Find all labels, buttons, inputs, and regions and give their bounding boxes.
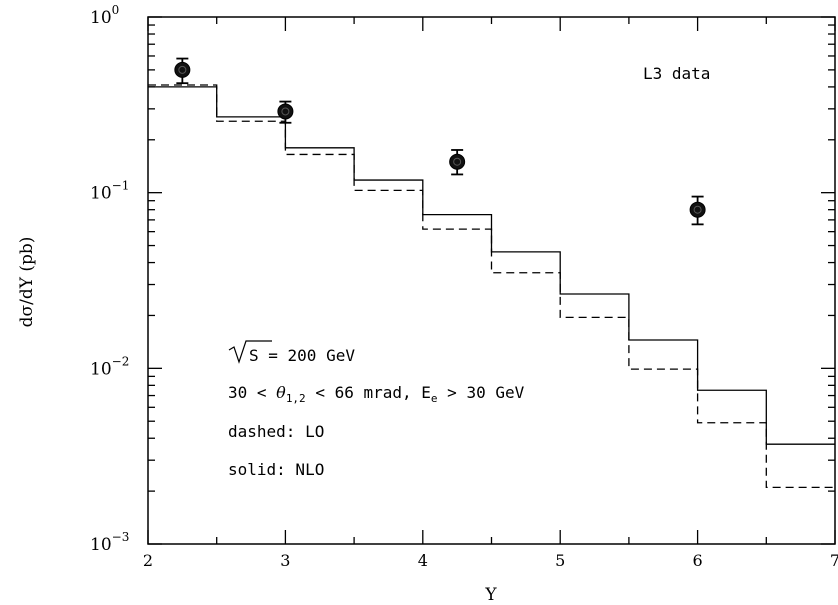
x-tick-label: 6 [693, 551, 703, 570]
energy-text: = 200 GeV [259, 346, 356, 365]
data-point-inner [281, 107, 290, 116]
y-tick-exponent: −1 [112, 179, 130, 193]
theta-symbol: θ [276, 383, 286, 402]
y-tick-label: 100 [90, 3, 119, 28]
x-tick-labels: 2 3 4 5 6 7 [143, 551, 838, 570]
x-tick-label: 2 [143, 551, 153, 570]
y-tick-base: 10 [90, 359, 112, 379]
y-tick-base: 10 [90, 8, 112, 28]
y-tick-label: 10−1 [90, 179, 129, 204]
cuts-b: < 66 mrad, E [306, 383, 431, 402]
sqrt-symbol [228, 340, 272, 364]
data-point [449, 153, 466, 170]
annotation-dashed: dashed: LO [228, 422, 324, 441]
y-tick-exponent: −2 [112, 354, 130, 368]
y-tick-base: 10 [90, 535, 112, 555]
data-point-inner [178, 65, 187, 74]
cuts-c: > 30 GeV [438, 383, 525, 402]
x-axis-label: Y [484, 585, 497, 605]
sqrt-s-text: S = 200 GeV [249, 346, 355, 365]
data-point [689, 201, 706, 218]
data-points [174, 57, 706, 226]
annotation-solid: solid: NLO [228, 460, 324, 479]
annotation-cuts: 30 < θ1,2 < 66 mrad, Ee > 30 GeV [228, 383, 525, 405]
data-point-inner [693, 205, 702, 214]
legend-data-label: L3 data [643, 64, 710, 83]
y-tick-exponent: 0 [112, 3, 120, 17]
x-tick-label: 3 [280, 551, 290, 570]
x-tick-label: 5 [555, 551, 565, 570]
y-tick-exponent: −3 [112, 530, 130, 544]
theta-subscript: 1,2 [286, 392, 306, 405]
x-tick-label: 4 [418, 551, 428, 570]
data-point [277, 103, 294, 120]
y-tick-label: 10−2 [90, 354, 129, 379]
x-tick-label: 7 [830, 551, 838, 570]
sqrt-s-var: S [249, 346, 259, 365]
annotation-sqrt-s: S = 200 GeV [228, 340, 355, 365]
data-point-inner [453, 157, 462, 166]
data-point [174, 61, 191, 78]
y-tick-base: 10 [90, 184, 112, 204]
y-tick-label: 10−3 [90, 530, 129, 555]
ticks-group [147, 16, 836, 545]
lo-histogram [148, 84, 835, 489]
y-axis-label: dσ/dY (pb) [17, 237, 37, 328]
cuts-a: 30 < [228, 383, 276, 402]
e-subscript: e [431, 392, 438, 405]
lo-line [148, 84, 835, 489]
